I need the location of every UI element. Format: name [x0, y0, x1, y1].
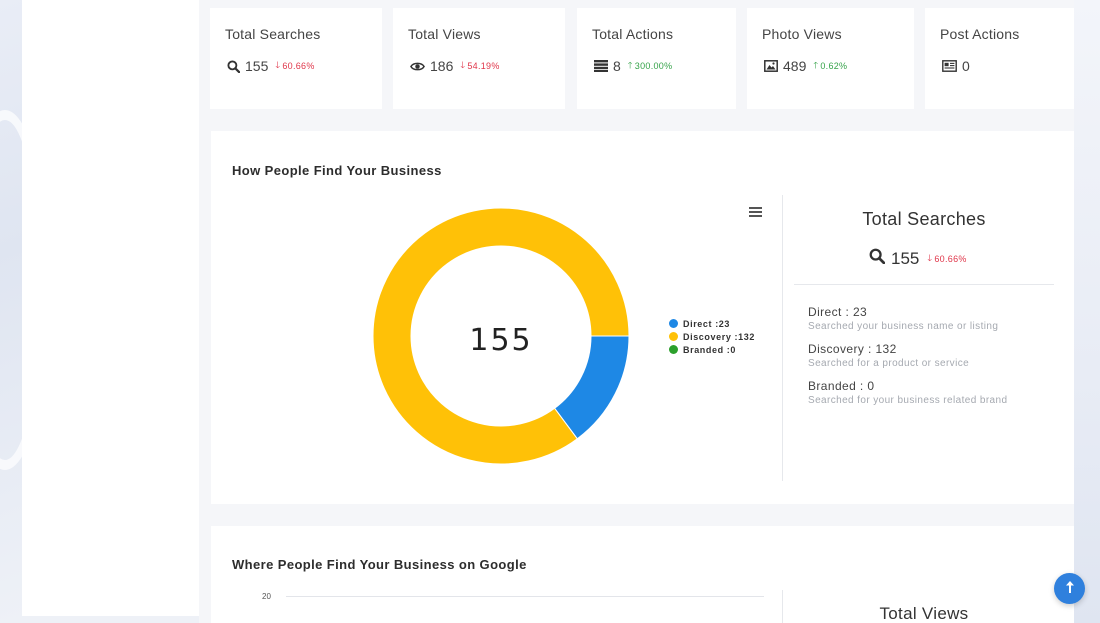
side-title: Total Views: [879, 604, 969, 623]
side-separator: [794, 284, 1054, 285]
sidebar: [22, 0, 199, 616]
panel-title: Where People Find Your Business on Googl…: [232, 557, 527, 572]
side-title: Total Searches: [862, 209, 986, 229]
breakdown-item-branded: Branded : 0 Searched for your business r…: [808, 379, 1008, 406]
where-people-find-panel: Where People Find Your Business on Googl…: [211, 526, 1074, 623]
panel-divider: [782, 195, 783, 481]
arrow-up-icon: 🡑: [813, 60, 819, 70]
stat-card-post-actions: Post Actions 0: [925, 8, 1074, 109]
donut-chart: 155: [372, 207, 630, 465]
background-right: [1074, 0, 1100, 623]
scroll-to-top-button[interactable]: [1054, 573, 1085, 604]
legend-item-discovery[interactable]: Discovery :132: [669, 330, 755, 343]
stat-change-down: 🡓 54.19%: [460, 58, 499, 74]
stat-card-total-searches: Total Searches 155 🡓 60.66%: [210, 8, 382, 109]
stat-title: Total Views: [408, 26, 481, 42]
stat-title: Post Actions: [940, 26, 1020, 42]
stat-title: Total Actions: [592, 26, 674, 42]
stat-change-up: 🡑 300.00%: [628, 58, 673, 74]
eye-icon: [410, 61, 425, 72]
stat-change-down: 🡓 60.66%: [275, 58, 314, 74]
stat-card-total-actions: Total Actions 8 🡑 300.00%: [577, 8, 736, 109]
chart-legend: Direct :23 Discovery :132 Branded :0: [669, 317, 755, 356]
panel-title: How People Find Your Business: [232, 163, 442, 178]
stat-title: Photo Views: [762, 26, 842, 42]
arrow-up-icon: 🡑: [627, 60, 633, 70]
grid-line: [286, 596, 764, 597]
search-breakdown-list: Direct : 23 Searched your business name …: [808, 305, 1007, 416]
stat-value: 0: [962, 58, 970, 74]
y-axis-tick-label: 20: [262, 592, 271, 601]
donut-center-value: 155: [469, 323, 532, 358]
stat-value: 489: [783, 58, 807, 74]
arrow-up-icon: [1065, 580, 1074, 598]
legend-item-branded[interactable]: Branded :0: [669, 343, 755, 356]
search-icon: [869, 248, 886, 269]
how-people-find-panel: How People Find Your Business 155 Direct…: [211, 131, 1074, 504]
arrow-down-icon: 🡓: [275, 60, 281, 70]
newspaper-icon: [942, 60, 957, 72]
breakdown-item-discovery: Discovery : 132 Searched for a product o…: [808, 342, 970, 369]
legend-dot: [669, 345, 678, 354]
stat-card-photo-views: Photo Views 489 🡑 0.62%: [747, 8, 914, 109]
arrow-down-icon: 🡓: [460, 60, 466, 70]
image-icon: [764, 60, 778, 72]
legend-dot: [669, 319, 678, 328]
search-icon: [227, 59, 240, 73]
donut-slice-discovery[interactable]: [372, 207, 630, 465]
stat-value: 8: [613, 58, 621, 74]
stat-change-up: 🡑 0.62%: [813, 58, 847, 74]
panel-divider: [782, 590, 783, 623]
breakdown-item-direct: Direct : 23 Searched your business name …: [808, 305, 999, 332]
side-value: 155 🡓 60.66%: [869, 248, 967, 269]
stat-value: 186: [430, 58, 454, 74]
background-left: [0, 0, 50, 623]
stat-card-total-views: Total Views 186 🡓 54.19%: [393, 8, 565, 109]
side-change-down: 🡓 60.66%: [927, 251, 966, 267]
legend-item-direct[interactable]: Direct :23: [669, 317, 755, 330]
list-icon: [594, 60, 608, 72]
hamburger-menu-icon[interactable]: [749, 204, 762, 222]
arrow-down-icon: 🡓: [927, 252, 933, 263]
stat-value: 155: [245, 58, 269, 74]
legend-dot: [669, 332, 678, 341]
stat-title: Total Searches: [225, 26, 321, 42]
